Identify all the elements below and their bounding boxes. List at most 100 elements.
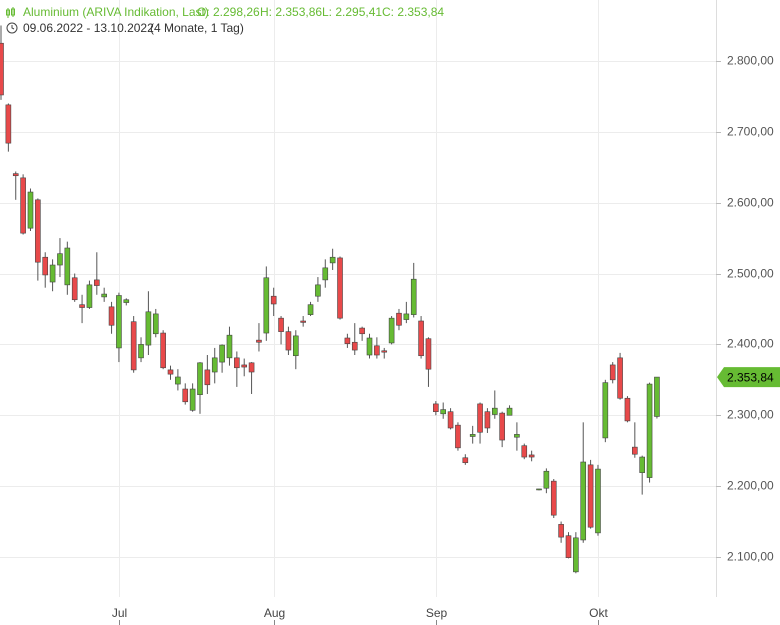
- candle-body: [116, 295, 122, 349]
- candle-body: [654, 376, 660, 417]
- candle: [285, 326, 292, 356]
- candle-body: [197, 362, 203, 395]
- candle: [550, 479, 557, 518]
- candle-body: [565, 535, 572, 558]
- candle: [278, 316, 284, 345]
- candle: [410, 262, 417, 318]
- candle: [5, 103, 12, 152]
- candle-body: [602, 382, 609, 439]
- y-tick-label: 2.500,00: [727, 267, 774, 281]
- candle: [197, 362, 203, 414]
- ohlc-low: L: 2.295,41: [322, 5, 382, 19]
- candle-body: [64, 247, 71, 286]
- candle: [632, 422, 638, 458]
- candle-body: [241, 364, 248, 368]
- candle: [315, 277, 321, 302]
- candle: [71, 273, 78, 302]
- candle: [130, 316, 137, 373]
- candle: [388, 316, 395, 345]
- header: Aluminium (ARIVA Indikation, Last) O: 2.…: [6, 5, 444, 35]
- candle-body: [211, 357, 218, 373]
- candle: [64, 241, 71, 295]
- ohlc-close: C: 2.353,84: [382, 5, 444, 19]
- candle: [344, 333, 351, 348]
- candle-body: [189, 388, 196, 411]
- candle-body: [455, 424, 461, 449]
- candle-body: [248, 362, 255, 373]
- candle-body: [447, 411, 454, 429]
- candle: [234, 351, 240, 387]
- candle: [20, 174, 26, 235]
- candle: [425, 337, 432, 387]
- candle-body: [101, 293, 107, 298]
- candle-body: [20, 177, 26, 234]
- x-tick-label: Aug: [264, 606, 285, 620]
- candle-body: [536, 488, 542, 491]
- candle: [646, 382, 653, 483]
- candle-body: [86, 284, 93, 308]
- candle: [0, 25, 4, 100]
- candle: [536, 488, 542, 491]
- candle: [152, 308, 159, 338]
- candle-body: [469, 434, 476, 437]
- candle-body: [374, 345, 380, 356]
- candle: [477, 402, 483, 444]
- candle: [12, 171, 19, 200]
- candle: [337, 256, 343, 320]
- candle: [351, 323, 358, 356]
- y-tick-label: 2.200,00: [727, 479, 774, 493]
- candle-body: [351, 341, 358, 351]
- candle: [359, 326, 365, 341]
- candle-body: [182, 388, 189, 403]
- candle: [108, 301, 115, 334]
- y-tick-label: 2.700,00: [727, 125, 774, 139]
- candle: [167, 365, 174, 380]
- candle-body: [595, 468, 601, 534]
- candle-body: [543, 470, 550, 489]
- candle: [580, 422, 587, 543]
- candle: [491, 390, 498, 419]
- candle-body: [35, 199, 41, 263]
- candle-body: [71, 277, 78, 301]
- candle: [447, 408, 454, 430]
- candle: [35, 198, 41, 281]
- candle: [403, 301, 410, 324]
- candle: [609, 362, 616, 384]
- candle-body: [410, 278, 417, 315]
- candle-body: [359, 327, 365, 335]
- last-price-label: 2.353,84: [727, 370, 774, 384]
- candle-body: [632, 446, 638, 455]
- candle-body: [57, 253, 63, 266]
- candle: [27, 188, 34, 232]
- candle: [543, 468, 550, 494]
- candle-body: [521, 445, 528, 458]
- y-tick-label: 2.600,00: [727, 196, 774, 210]
- candle-body: [49, 264, 56, 283]
- candle: [79, 294, 85, 324]
- candle: [307, 301, 314, 317]
- candle-body: [403, 313, 410, 320]
- candle-body: [558, 524, 564, 538]
- candle: [624, 396, 631, 423]
- candle-body: [285, 331, 292, 351]
- candle: [248, 362, 255, 394]
- y-tick-label: 2.800,00: [727, 54, 774, 68]
- candle-body: [433, 403, 439, 412]
- candle-body: [278, 317, 284, 332]
- candle: [123, 298, 130, 306]
- candle-body: [646, 383, 653, 478]
- candle: [300, 316, 306, 327]
- candle-body: [550, 480, 557, 516]
- ohlc-high: H: 2.353,86: [260, 5, 322, 19]
- candle-body: [506, 407, 513, 416]
- candle: [654, 376, 660, 419]
- candle-body: [219, 344, 225, 363]
- period: (4 Monate, 1 Tag): [150, 21, 244, 35]
- candle: [521, 443, 528, 460]
- candle: [374, 337, 380, 359]
- candle-body: [175, 376, 181, 385]
- candle: [138, 337, 144, 363]
- candle: [587, 459, 594, 529]
- candle-body: [145, 311, 152, 346]
